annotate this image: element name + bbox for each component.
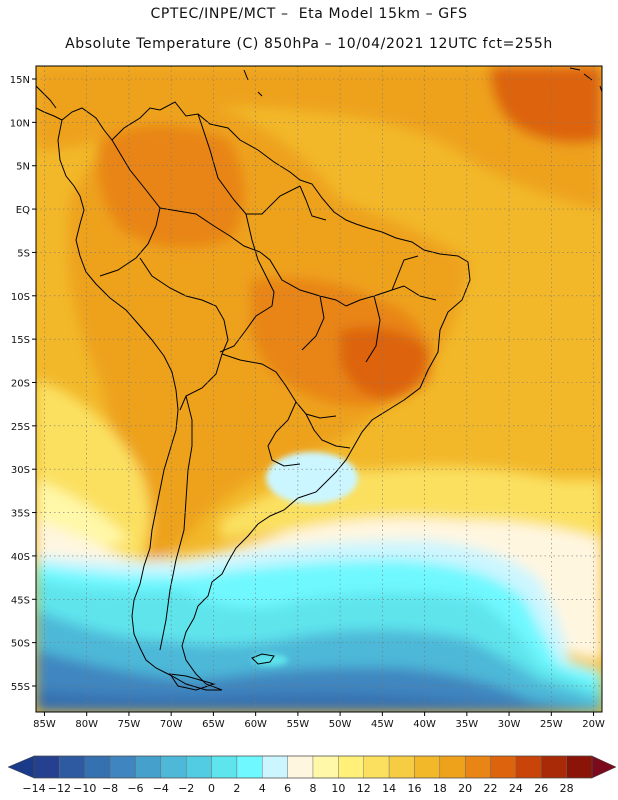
colorbar-swatch bbox=[262, 755, 288, 779]
colorbar-over-arrow bbox=[591, 755, 617, 779]
colorbar-swatch bbox=[541, 755, 567, 779]
lat-tick-label: 45S bbox=[11, 595, 30, 606]
colorbar-swatch bbox=[464, 755, 491, 779]
colorbar-label: −12 bbox=[48, 782, 71, 795]
colorbar-label: 18 bbox=[433, 782, 447, 795]
colorbar-label: 16 bbox=[407, 782, 421, 795]
colorbar-swatch bbox=[109, 755, 136, 779]
colorbar-label: 20 bbox=[458, 782, 472, 795]
colorbar-swatch bbox=[515, 755, 542, 779]
colorbar-swatch bbox=[211, 755, 238, 779]
field-hotspot-brazil bbox=[340, 327, 430, 400]
colorbar-swatch bbox=[59, 755, 85, 779]
temperature-colorbar: −14 −12 −10 −8 −6 −4 −2 0 2 4 6 8 10 12 14 16 18 20 22 24 26… bbox=[7, 755, 617, 795]
field-cool-rio-de-la-plata bbox=[266, 452, 358, 504]
lat-tick-label: 15S bbox=[11, 335, 30, 346]
colorbar-label: 0 bbox=[208, 782, 215, 795]
colorbar-label: −14 bbox=[22, 782, 45, 795]
temperature-field bbox=[36, 66, 602, 712]
colorbar-swatch bbox=[388, 755, 415, 779]
south-america-coastline bbox=[57, 101, 471, 691]
lat-tick-label: EQ bbox=[16, 205, 30, 216]
lon-tick-label: 75W bbox=[118, 719, 141, 730]
colorbar-label: −6 bbox=[127, 782, 143, 795]
colorbar-swatch bbox=[338, 755, 364, 779]
lon-tick-label: 70W bbox=[160, 719, 183, 730]
lon-tick-label: 20W bbox=[582, 719, 605, 730]
field-ocean-hot-north bbox=[36, 66, 602, 210]
colorbar-label: 28 bbox=[560, 782, 574, 795]
colorbar-under-arrow bbox=[7, 755, 35, 779]
colorbar-label: 2 bbox=[233, 782, 240, 795]
colorbar-swatch bbox=[236, 755, 263, 779]
field-land-hot-a bbox=[97, 125, 245, 248]
lon-tick-label: 85W bbox=[33, 719, 56, 730]
map-frame bbox=[35, 65, 603, 713]
colorbar-label: −10 bbox=[73, 782, 96, 795]
colorbar-swatch bbox=[160, 755, 187, 779]
longitude-axis: 85W 80W 75W 70W 65W 60W 55W 50W 45W 40W 35W 30W 25W 2… bbox=[33, 712, 605, 730]
colorbar-label: 24 bbox=[509, 782, 523, 795]
colorbar-label: 10 bbox=[331, 782, 345, 795]
caribbean-islands bbox=[243, 67, 602, 97]
country-borders bbox=[36, 67, 602, 691]
colorbar-swatch bbox=[414, 755, 441, 779]
lat-tick-label: 50S bbox=[11, 639, 30, 650]
colorbar-label: −2 bbox=[178, 782, 194, 795]
colorbar-outline bbox=[33, 755, 593, 779]
lat-tick-label: 30S bbox=[11, 465, 30, 476]
colorbar-swatch bbox=[84, 755, 111, 779]
lon-tick-label: 50W bbox=[329, 719, 352, 730]
lon-tick-label: 35W bbox=[456, 719, 479, 730]
colorbar-swatch bbox=[566, 755, 593, 779]
colorbar-swatch bbox=[363, 755, 390, 779]
lon-tick-label: 55W bbox=[287, 719, 310, 730]
lat-tick-label: 40S bbox=[11, 552, 30, 563]
field-hotspot-northeast bbox=[490, 66, 602, 144]
colorbar-swatch bbox=[33, 755, 60, 779]
lon-tick-label: 65W bbox=[202, 719, 225, 730]
field-blue-2 bbox=[36, 650, 602, 712]
lat-tick-label: 10S bbox=[11, 292, 30, 303]
lon-tick-label: 80W bbox=[75, 719, 98, 730]
lat-tick-label: 25S bbox=[11, 422, 30, 433]
map-title-line-1: CPTEC/INPE/MCT – Eta Model 15km – GFS bbox=[150, 6, 468, 22]
lat-tick-label: 35S bbox=[11, 509, 30, 520]
colorbar-swatch bbox=[135, 755, 162, 779]
colorbar-label: 14 bbox=[382, 782, 396, 795]
lat-tick-label: 15N bbox=[10, 75, 30, 86]
latitude-axis: 15N 10N 5N EQ 5S 10S 15S 20S 25S 30S 35S 40S 45S 50S 5… bbox=[10, 75, 36, 693]
interior-borders bbox=[99, 113, 437, 651]
lon-tick-label: 25W bbox=[540, 719, 563, 730]
colorbar-swatch bbox=[439, 755, 466, 779]
lat-tick-label: 5N bbox=[16, 162, 30, 173]
lon-tick-label: 30W bbox=[498, 719, 521, 730]
colorbar-swatch bbox=[490, 755, 517, 779]
colorbar-label: −8 bbox=[102, 782, 118, 795]
lat-tick-label: 10N bbox=[10, 118, 30, 129]
tierra-del-fuego bbox=[168, 673, 216, 691]
central-america-coastline bbox=[36, 85, 63, 121]
lat-tick-label: 20S bbox=[11, 378, 30, 389]
colorbar-label: 4 bbox=[259, 782, 266, 795]
falkland-islands bbox=[251, 653, 275, 665]
map-title-line-2: Absolute Temperature (C) 850hPa – 10/04/… bbox=[65, 36, 553, 52]
lat-tick-label: 55S bbox=[11, 682, 30, 693]
lon-tick-label: 60W bbox=[244, 719, 267, 730]
lat-tick-label: 5S bbox=[17, 248, 30, 259]
colorbar-swatch bbox=[312, 755, 339, 779]
colorbar-label: 26 bbox=[534, 782, 548, 795]
lon-tick-label: 40W bbox=[413, 719, 436, 730]
colorbar-label: 22 bbox=[484, 782, 498, 795]
colorbar-label: 12 bbox=[357, 782, 371, 795]
lon-tick-label: 45W bbox=[371, 719, 394, 730]
colorbar-swatch bbox=[185, 755, 212, 779]
colorbar-label: 8 bbox=[310, 782, 317, 795]
colorbar-label: 6 bbox=[284, 782, 291, 795]
colorbar-swatch bbox=[287, 755, 314, 779]
colorbar-label: −4 bbox=[153, 782, 169, 795]
field-blue-3 bbox=[36, 690, 602, 712]
